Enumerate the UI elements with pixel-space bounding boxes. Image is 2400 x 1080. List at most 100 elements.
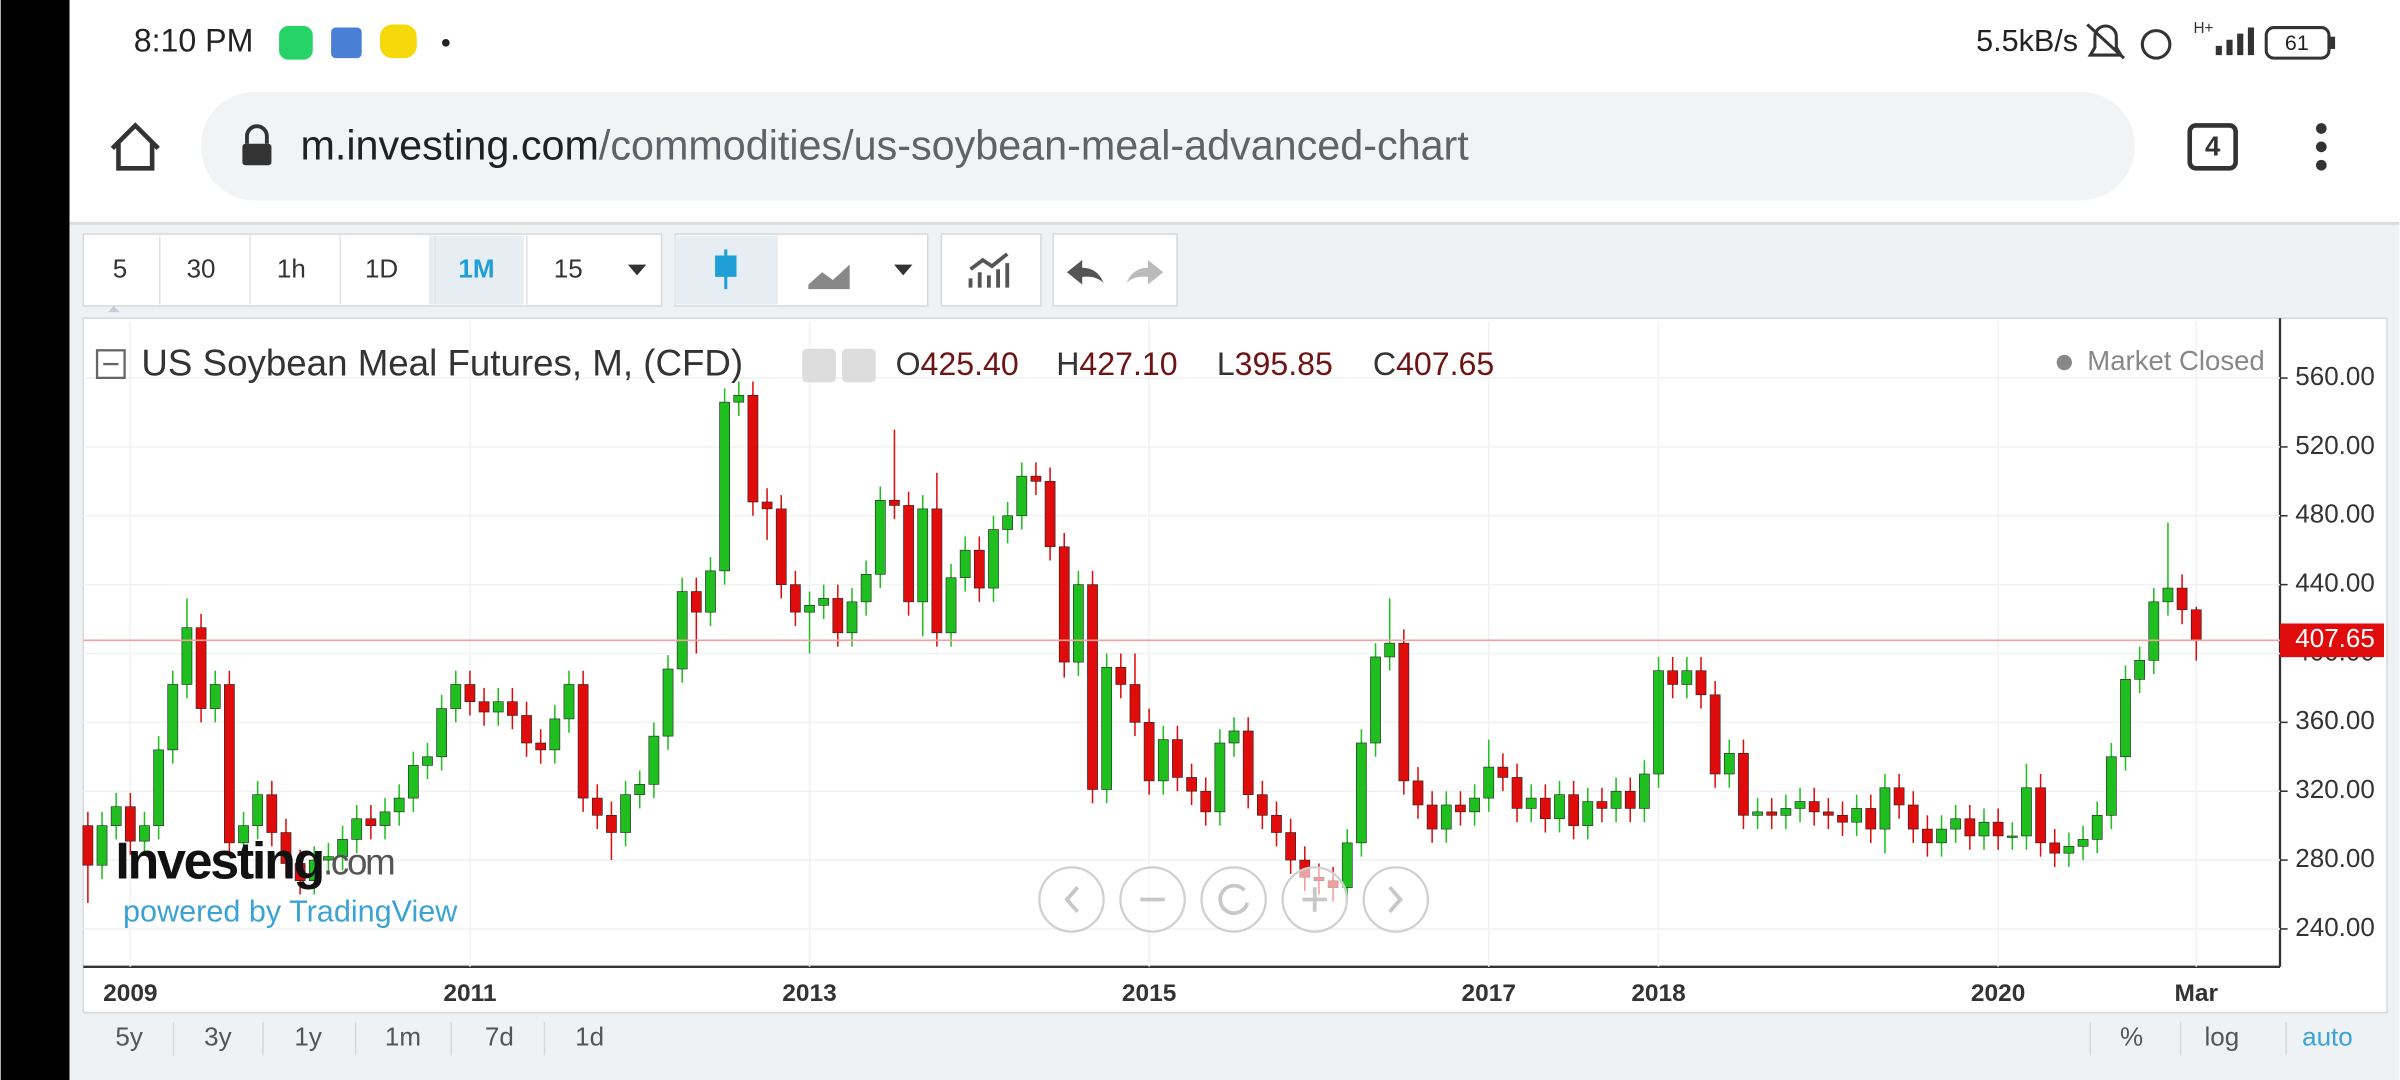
candle-body <box>931 508 943 634</box>
candle-body <box>563 684 575 720</box>
candle-body <box>1907 804 1919 830</box>
url-host: m.investing.com <box>301 122 599 168</box>
last-price-tag <box>2280 623 2385 658</box>
range-bar: 5y 3y 1y 1m 7d 1d% log auto <box>115 1022 2353 1056</box>
candles-style-icon[interactable] <box>715 249 737 290</box>
range-button[interactable]: 3y <box>204 1022 231 1052</box>
candle-body <box>1752 811 1763 816</box>
interval-button[interactable]: 15 <box>554 254 583 284</box>
axes: 240.00280.00320.00360.00400.00440.00480.… <box>103 361 2385 1007</box>
candle-body <box>1058 546 1070 663</box>
candle-body <box>195 627 207 709</box>
chart-nav-icons <box>1064 883 1403 916</box>
candle-body <box>1922 828 1933 844</box>
visibility-button[interactable] <box>802 348 836 383</box>
candle-body <box>2006 835 2018 838</box>
candle-body <box>1384 642 1396 658</box>
candle-body <box>337 839 348 857</box>
candle-body <box>1794 801 1806 809</box>
interval-button[interactable]: 30 <box>187 254 216 284</box>
candle-body <box>1129 684 1141 723</box>
tab-switcher[interactable] <box>2187 123 2238 171</box>
redo-icon[interactable] <box>1126 260 1164 285</box>
candle-body <box>761 501 773 510</box>
settings-button[interactable] <box>842 348 876 383</box>
candle-body <box>1370 656 1381 744</box>
candle-body <box>1639 773 1650 809</box>
y-tick-label: 320.00 <box>2295 774 2375 804</box>
range-button[interactable]: 1d <box>575 1022 604 1052</box>
candle-body <box>988 529 999 589</box>
indicators-icon[interactable] <box>968 252 1010 288</box>
candle-body <box>719 401 730 572</box>
candle-body <box>1964 818 1976 837</box>
interval-button[interactable]: 1h <box>277 254 306 284</box>
scale-option[interactable]: auto <box>2302 1022 2353 1052</box>
interval-button[interactable]: 1M <box>458 254 494 284</box>
candle-body <box>1780 808 1792 816</box>
signal-icon <box>2215 27 2254 56</box>
candle-body <box>1214 742 1226 813</box>
lock-shackle <box>245 124 269 144</box>
candle-body <box>2134 660 2145 680</box>
address-bar[interactable] <box>201 91 2135 201</box>
candle-body <box>1667 670 1679 685</box>
candle-body <box>1738 753 1749 816</box>
ohlc-value: 425.40 <box>921 347 1019 383</box>
candle-body <box>266 794 278 833</box>
candle-body <box>2049 842 2061 854</box>
url[interactable]: m.investing.com/commodities/us-soybean-m… <box>301 122 1470 168</box>
powered-by: powered by TradingView <box>123 894 458 928</box>
collapse-button[interactable] <box>95 349 126 379</box>
candle-body <box>1285 832 1296 861</box>
range-button[interactable]: 7d <box>485 1022 514 1052</box>
scale-option[interactable]: log <box>2205 1022 2240 1052</box>
candle-body <box>492 701 504 713</box>
candle-body <box>1766 811 1778 816</box>
network-type: H+ <box>2194 20 2214 37</box>
candle-body <box>1950 818 1962 830</box>
candle-body <box>1002 515 1013 530</box>
candle-body <box>1610 790 1622 809</box>
candle-body <box>1582 801 1594 826</box>
interval-button[interactable]: 5 <box>113 254 127 284</box>
range-button[interactable]: 5y <box>115 1022 142 1052</box>
candle-body <box>2190 609 2202 641</box>
candle-body <box>1256 794 1268 816</box>
candle-body <box>1455 804 1466 813</box>
candle-body <box>1554 794 1565 820</box>
candle-body <box>407 765 419 799</box>
scale-option[interactable]: % <box>2120 1022 2143 1052</box>
candle-body <box>124 806 136 842</box>
candle-body <box>591 797 603 816</box>
home-button[interactable] <box>110 122 160 171</box>
candle-body <box>1044 481 1056 548</box>
area-style-icon[interactable] <box>808 264 850 290</box>
range-button[interactable]: 1m <box>385 1022 421 1052</box>
candle-body <box>705 570 716 613</box>
candle-body <box>1709 694 1721 775</box>
undo-icon[interactable] <box>1066 260 1104 285</box>
candle-body <box>874 499 886 575</box>
candle-body <box>860 573 872 603</box>
interval-button[interactable]: 1D <box>365 254 398 284</box>
candle-body <box>973 549 985 589</box>
mute-icon <box>2086 23 2125 60</box>
reset-button[interactable] <box>1200 866 1267 933</box>
scroll-left-button[interactable] <box>1038 866 1105 933</box>
candle-body <box>507 701 518 716</box>
candle-body <box>1426 804 1438 830</box>
battery-icon <box>2264 26 2331 60</box>
candle-body <box>1511 777 1523 809</box>
candle-body <box>365 818 377 826</box>
range-button[interactable]: 1y <box>294 1022 321 1052</box>
menu-button[interactable] <box>2315 123 2327 171</box>
candle-body <box>110 806 122 826</box>
candle-body <box>1992 821 2004 837</box>
candle-body <box>1936 828 1947 844</box>
y-tick-label: 520.00 <box>2295 430 2375 460</box>
scroll-right-button[interactable] <box>1362 866 1430 933</box>
whatsapp-icon <box>279 26 313 60</box>
candle-body <box>1497 766 1509 778</box>
